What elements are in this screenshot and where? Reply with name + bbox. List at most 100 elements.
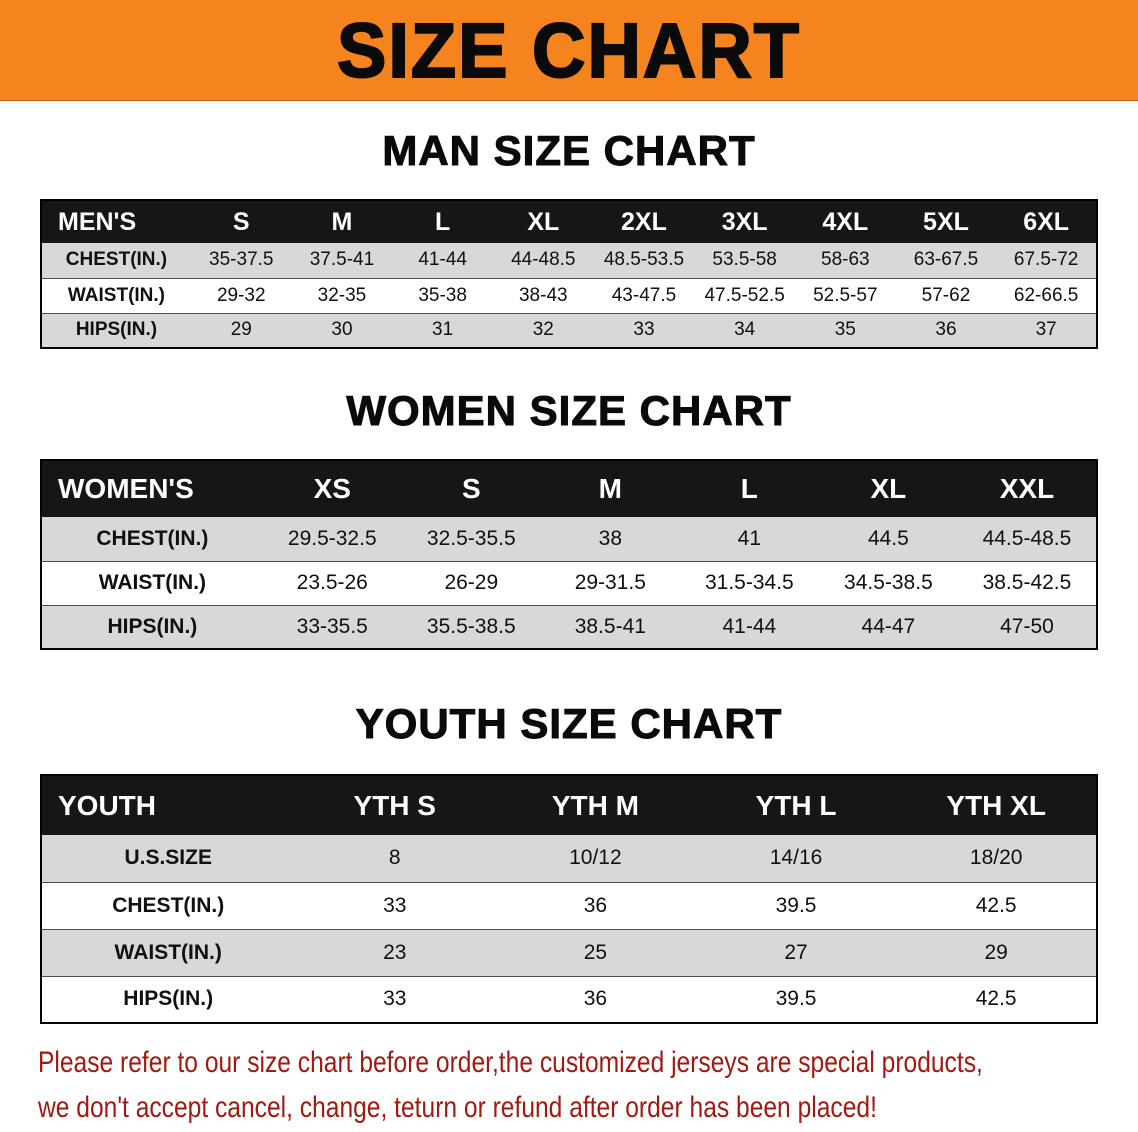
- man-header-row: MEN'S S M L XL 2XL 3XL 4XL 5XL 6XL: [41, 200, 1097, 243]
- size-value-cell: 41: [737, 526, 762, 550]
- women-table-row: CHEST(IN.) 29.5-32.5 32.5-35.5 38 41 44.5 44.5…: [41, 517, 1097, 561]
- man-size-column-header: M: [291, 200, 393, 243]
- banner: SIZE CHART: [0, 0, 1138, 101]
- row-label: HIPS(IN.): [41, 975, 295, 1023]
- size-value-cell: 27: [695, 928, 897, 976]
- women-table-row: WAIST(IN.) 23.5-26 26-29 29-31.5 31.5-34.5 34…: [41, 560, 1097, 605]
- row-label: CHEST(IN.): [41, 881, 295, 929]
- women-size-column-header: L: [679, 460, 819, 517]
- size-value-cell: 18/20: [969, 846, 1023, 870]
- women-size-column-header: XS: [262, 460, 402, 517]
- youth-table-title: YOUTH: [41, 775, 295, 835]
- size-value-cell: 33: [294, 881, 496, 929]
- size-value-cell: 58-63: [821, 249, 870, 271]
- size-value-cell: 35-38: [392, 277, 493, 313]
- size-value-cell: 52.5-57: [794, 277, 896, 313]
- man-size-column-header: 6XL: [996, 200, 1097, 243]
- size-value-cell: 23.5-26: [262, 560, 402, 605]
- youth-table-row: WAIST(IN.) 23 25 27 29: [41, 928, 1097, 976]
- disclaimer-line-2: we don't accept cancel, change, teturn o…: [38, 1091, 877, 1124]
- man-size-column-header: S: [190, 200, 292, 243]
- youth-size-chart-heading: YOUTH SIZE CHART: [355, 700, 783, 748]
- size-value-cell: 39.5: [695, 975, 897, 1023]
- size-value-cell: 37.5-41: [309, 249, 375, 271]
- youth-size-column-header: YTH L: [695, 775, 897, 835]
- man-table-title: MEN'S: [41, 200, 191, 243]
- size-value-cell: 44.5-48.5: [982, 526, 1072, 550]
- man-size-column-header: 4XL: [794, 200, 896, 243]
- youth-size-column-header: YTH S: [294, 775, 496, 835]
- man-size-column-header: L: [392, 200, 493, 243]
- size-value-cell: 29-32: [190, 277, 292, 313]
- size-value-cell: 44-47: [818, 604, 958, 649]
- size-value-cell: 29: [896, 928, 1097, 976]
- size-value-cell: 38-43: [492, 277, 594, 313]
- size-value-cell: 44-48.5: [511, 249, 576, 271]
- women-size-column-header: M: [540, 460, 680, 517]
- size-value-cell: 53.5-58: [712, 249, 777, 271]
- man-table-row: CHEST(IN.) 35-37.5 37.5-41 41-44 44-48.5 48.5…: [41, 243, 1097, 278]
- youth-size-table: YOUTH YTH S YTH M YTH L YTH XL U.S.SIZE 8 10/12…: [40, 774, 1098, 1024]
- youth-table-row: U.S.SIZE 8 10/12 14/16 18/20: [41, 835, 1097, 882]
- size-value-cell: 33-35.5: [262, 604, 402, 649]
- row-label: U.S.SIZE: [124, 846, 212, 870]
- size-value-cell: 34: [694, 312, 795, 348]
- women-size-column-header: XXL: [957, 460, 1097, 517]
- row-label: WAIST(IN.): [41, 928, 295, 976]
- row-label: HIPS(IN.): [41, 312, 191, 348]
- youth-size-column-header: YTH M: [495, 775, 696, 835]
- size-value-cell: 36: [495, 881, 696, 929]
- size-value-cell: 10/12: [569, 846, 622, 870]
- size-value-cell: 30: [291, 312, 393, 348]
- size-value-cell: 42.5: [896, 881, 1097, 929]
- size-value-cell: 47-50: [957, 604, 1097, 649]
- size-value-cell: 8: [388, 846, 401, 870]
- women-size-column-header: XL: [818, 460, 958, 517]
- man-size-table: MEN'S S M L XL 2XL 3XL 4XL 5XL 6XL CHEST(IN.) 35-37…: [40, 199, 1098, 349]
- size-value-cell: 38.5-42.5: [957, 560, 1097, 605]
- size-value-cell: 31: [392, 312, 493, 348]
- youth-size-chart-section: YOUTH SIZE CHART YOUTH YTH S YTH M YTH L YTH …: [40, 700, 1098, 1024]
- man-size-column-header: 2XL: [593, 200, 695, 243]
- size-value-cell: 14/16: [769, 846, 823, 870]
- size-value-cell: 29-31.5: [540, 560, 680, 605]
- size-value-cell: 41-44: [679, 604, 819, 649]
- youth-size-column-header: YTH XL: [896, 775, 1097, 835]
- size-value-cell: 67.5-72: [1013, 249, 1079, 271]
- size-value-cell: 38: [598, 526, 622, 550]
- row-label: HIPS(IN.): [41, 604, 263, 649]
- women-size-column-header: S: [401, 460, 541, 517]
- size-value-cell: 63-67.5: [913, 249, 979, 271]
- women-size-chart-heading: WOMEN SIZE CHART: [346, 387, 792, 435]
- man-size-column-header: 3XL: [694, 200, 795, 243]
- size-value-cell: 32-35: [291, 277, 393, 313]
- man-table-row: WAIST(IN.) 29-32 32-35 35-38 38-43 43-47.5 47.…: [41, 277, 1097, 313]
- size-value-cell: 36: [495, 975, 696, 1023]
- row-label: CHEST(IN.): [96, 526, 209, 550]
- man-table-row: HIPS(IN.) 29 30 31 32 33 34 35 36 37: [41, 312, 1097, 348]
- size-value-cell: 43-47.5: [593, 277, 695, 313]
- size-value-cell: 47.5-52.5: [694, 277, 795, 313]
- man-size-column-header: XL: [492, 200, 594, 243]
- size-value-cell: 42.5: [896, 975, 1097, 1023]
- size-value-cell: 35.5-38.5: [401, 604, 541, 649]
- size-value-cell: 48.5-53.5: [603, 249, 685, 271]
- women-size-table: WOMEN'S XS S M L XL XXL CHEST(IN.) 29.5-32.5 32.5…: [40, 459, 1098, 650]
- charts-container: MAN SIZE CHART MEN'S S M L XL 2XL 3XL 4XL 5XL 6XL C…: [0, 127, 1138, 1024]
- size-value-cell: 36: [895, 312, 997, 348]
- size-value-cell: 33: [294, 975, 496, 1023]
- size-value-cell: 33: [593, 312, 695, 348]
- man-size-column-header: 5XL: [895, 200, 997, 243]
- size-value-cell: 31.5-34.5: [679, 560, 819, 605]
- youth-table-row: CHEST(IN.) 33 36 39.5 42.5: [41, 881, 1097, 929]
- size-value-cell: 29: [190, 312, 292, 348]
- row-label: WAIST(IN.): [41, 277, 191, 313]
- man-size-chart-section: MAN SIZE CHART MEN'S S M L XL 2XL 3XL 4XL 5XL 6XL C…: [40, 127, 1098, 349]
- size-value-cell: 62-66.5: [996, 277, 1097, 313]
- size-value-cell: 32: [492, 312, 594, 348]
- disclaimer: Please refer to our size chart before or…: [0, 1040, 1138, 1130]
- size-value-cell: 32.5-35.5: [426, 526, 516, 550]
- size-value-cell: 23: [294, 928, 496, 976]
- row-label: WAIST(IN.): [41, 560, 263, 605]
